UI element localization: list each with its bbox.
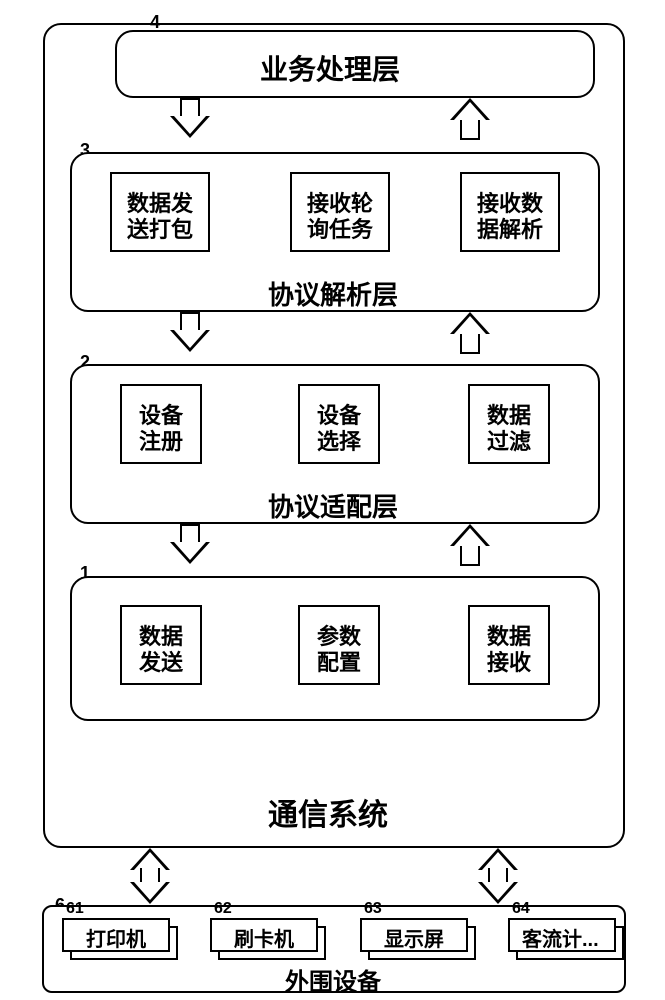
layer3-item-0-text: 送打包 [127, 212, 193, 244]
arrow-3to2-stem [180, 312, 200, 332]
layer2-item-0-text: 注册 [139, 424, 183, 456]
arrow-4to3-head-inner [174, 116, 206, 134]
device-3-text: 客流计... [522, 923, 599, 952]
layer4-title: 业务处理层 [260, 48, 400, 88]
arrow-1to2-stem [460, 546, 480, 566]
device-0-num: 61 [66, 900, 84, 918]
layer1-item-2-text: 接收 [487, 645, 531, 677]
arrow-4to3-stem [180, 98, 200, 118]
comm-title: 通信系统 [268, 790, 388, 834]
device-2-text: 显示屏 [384, 923, 444, 952]
layer3-item-1-text: 询任务 [307, 212, 373, 244]
sysdev-left-downhead-i [134, 882, 166, 900]
layer1-item-1-text: 配置 [317, 645, 361, 677]
diagram-canvas: 4业务处理层3数据发送打包接收轮询任务接收数据解析协议解析层2设备注册设备选择数… [0, 0, 665, 1000]
arrow-1to2-head-inner [454, 528, 486, 546]
layer2-title: 协议适配层 [268, 487, 398, 524]
layer2-item-1-text: 选择 [317, 424, 361, 456]
device-2-num: 63 [364, 900, 382, 918]
sysdev-right-downhead-i [482, 882, 514, 900]
arrow-2to1-stem [180, 524, 200, 544]
arrow-2to3-head-inner [454, 316, 486, 334]
device-3-num: 64 [512, 900, 530, 918]
layer3-title: 协议解析层 [268, 275, 398, 312]
device-1-num: 62 [214, 900, 232, 918]
device-0-text: 打印机 [86, 923, 146, 952]
arrow-3to4-stem [460, 120, 480, 140]
layer1-item-0-text: 发送 [139, 645, 183, 677]
device-1-text: 刷卡机 [234, 923, 294, 952]
layer6-title: 外围设备 [285, 962, 381, 997]
layer3-item-2-text: 据解析 [477, 212, 543, 244]
arrow-2to1-head-inner [174, 542, 206, 560]
arrow-2to3-stem [460, 334, 480, 354]
arrow-3to4-head-inner [454, 102, 486, 120]
arrow-3to2-head-inner [174, 330, 206, 348]
layer2-item-2-text: 过滤 [487, 424, 531, 456]
